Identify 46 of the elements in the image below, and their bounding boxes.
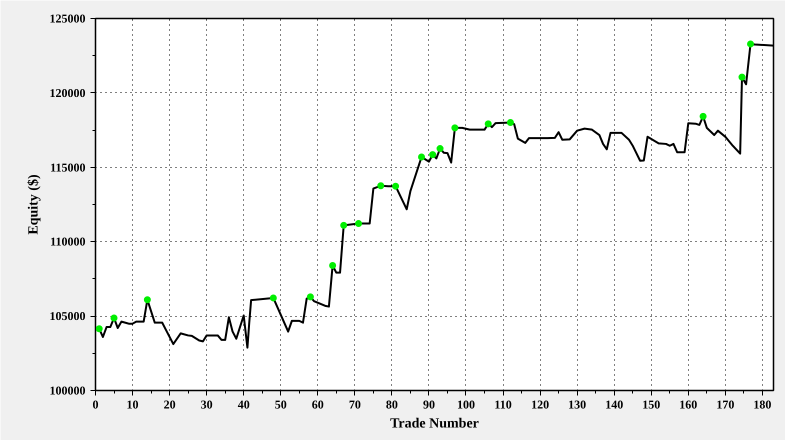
y-tick-label: 105000 [50, 309, 86, 324]
point [355, 220, 362, 228]
point [96, 325, 103, 332]
point [700, 112, 707, 120]
x-tick-label: 100 [456, 398, 475, 412]
point [377, 182, 384, 190]
point [506, 119, 514, 126]
x-tick-label: 30 [200, 398, 213, 412]
x-tick-label: 20 [164, 398, 176, 412]
y-tick-label: 115000 [50, 160, 86, 174]
point [484, 120, 492, 128]
x-tick-label: 80 [386, 398, 398, 412]
x-tick-label: 0 [92, 398, 98, 412]
x-tick-label: 130 [568, 398, 586, 412]
x-tick-label: 180 [753, 398, 772, 412]
y-tick-label: 125000 [50, 12, 86, 26]
point [747, 40, 754, 48]
x-tick-label: 150 [642, 398, 660, 412]
y-tick-label: 110000 [50, 234, 86, 249]
point [436, 145, 444, 152]
x-tick-label: 110 [494, 398, 512, 412]
x-tick-label: 90 [422, 398, 435, 412]
x-tick-label: 60 [312, 398, 324, 412]
point [340, 222, 348, 229]
x-tick-label: 120 [531, 398, 550, 412]
point [451, 124, 458, 132]
point [306, 293, 314, 300]
x-axis-title: Trade Number [390, 416, 479, 432]
point [110, 314, 118, 322]
x-tick-label: 50 [274, 398, 287, 412]
x-tick-label: 10 [126, 398, 139, 412]
y-tick-label: 120000 [50, 86, 86, 100]
point [429, 151, 436, 158]
point [270, 294, 277, 302]
x-tick-label: 40 [238, 398, 250, 412]
y-axis-title: Equity ($) [26, 174, 42, 235]
x-tick-label: 160 [679, 398, 698, 412]
x-tick-label: 70 [348, 398, 361, 412]
point [738, 74, 746, 81]
point [418, 154, 426, 161]
x-tick-label: 140 [605, 398, 624, 412]
y-tick-label: 100000 [50, 384, 86, 398]
point [329, 262, 336, 269]
point [144, 296, 151, 304]
point [392, 182, 400, 190]
x-tick-label: 170 [716, 398, 734, 412]
